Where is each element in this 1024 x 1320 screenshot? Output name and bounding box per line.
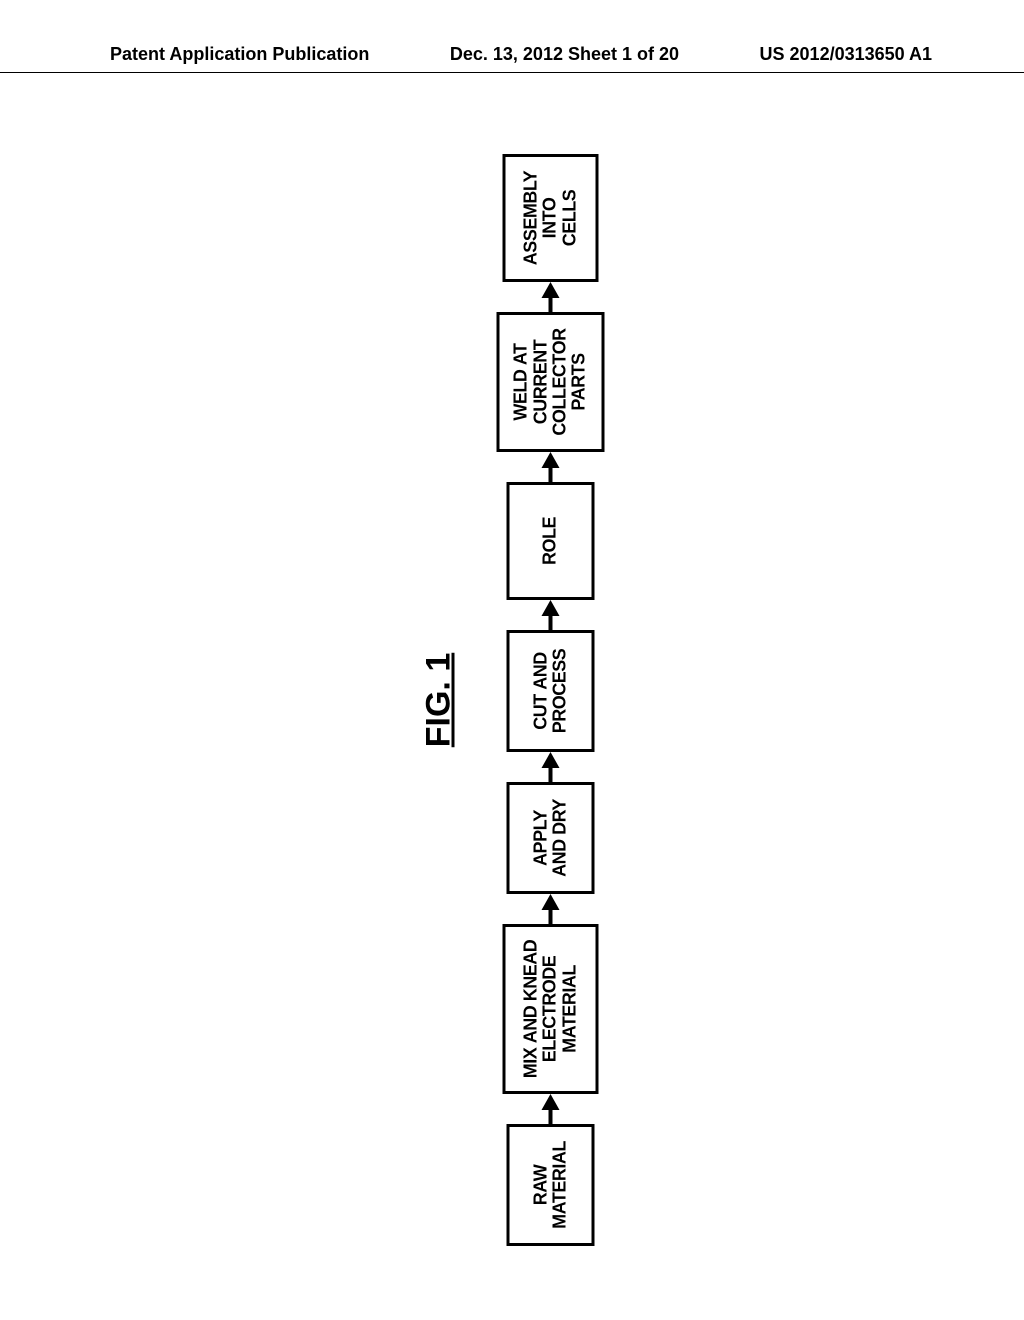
flow-arrow	[542, 600, 560, 630]
figure-1: FIG. 1 RAWMATERIAL MIX AND KNEADELECTRODE…	[420, 154, 605, 1246]
header-right: US 2012/0313650 A1	[760, 44, 932, 65]
page-header: Patent Application Publication Dec. 13, …	[0, 44, 1024, 65]
flow-node-n4: CUT ANDPROCESS	[507, 630, 595, 752]
flow-arrow	[542, 894, 560, 924]
flow-node-label: MIX AND KNEADELECTRODEMATERIAL	[521, 940, 579, 1079]
flow-node-n2: MIX AND KNEADELECTRODEMATERIAL	[503, 924, 599, 1094]
header-center: Dec. 13, 2012 Sheet 1 of 20	[450, 44, 679, 65]
flow-node-n3: APPLYAND DRY	[507, 782, 595, 894]
flow-node-label: CUT ANDPROCESS	[531, 649, 570, 734]
flow-arrow	[542, 282, 560, 312]
flow-node-label: RAWMATERIAL	[531, 1141, 570, 1229]
flow-node-n1: RAWMATERIAL	[507, 1124, 595, 1246]
flow-node-n6: WELD ATCURRENTCOLLECTORPARTS	[497, 312, 605, 452]
flow-node-label: APPLYAND DRY	[531, 799, 570, 877]
flow-node-n7: ASSEMBLYINTOCELLS	[503, 154, 599, 282]
header-rule	[0, 72, 1024, 73]
figure-title: FIG. 1	[420, 154, 459, 1246]
flow-node-label: ROLE	[541, 517, 560, 565]
flow-arrow	[542, 1094, 560, 1124]
flowchart: RAWMATERIAL MIX AND KNEADELECTRODEMATERIA…	[497, 154, 605, 1246]
flow-node-label: ASSEMBLYINTOCELLS	[521, 171, 579, 265]
flow-node-n5: ROLE	[507, 482, 595, 600]
header-left: Patent Application Publication	[110, 44, 369, 65]
flow-arrow	[542, 452, 560, 482]
flow-arrow	[542, 752, 560, 782]
flow-node-label: WELD ATCURRENTCOLLECTORPARTS	[512, 328, 590, 435]
page: Patent Application Publication Dec. 13, …	[0, 0, 1024, 1320]
